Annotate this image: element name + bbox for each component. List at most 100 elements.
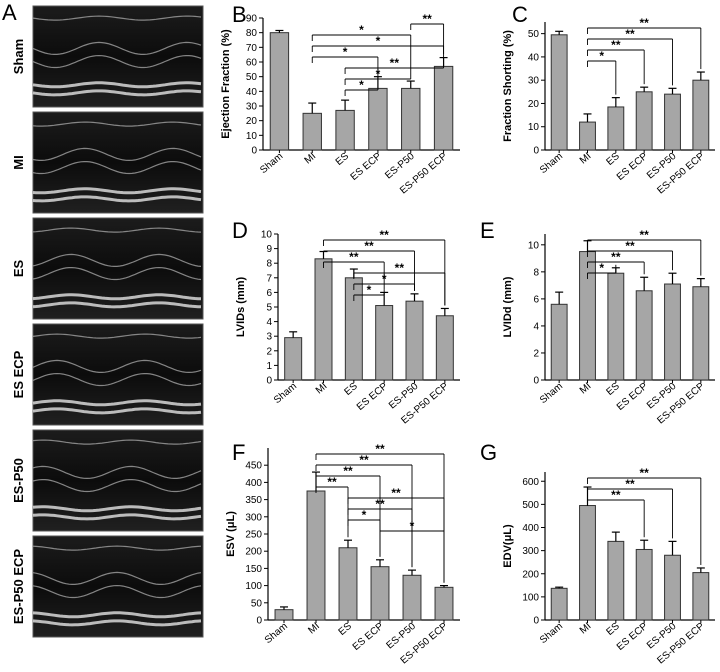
panel-letter: C xyxy=(512,2,528,27)
bar xyxy=(344,277,363,381)
bar xyxy=(692,286,710,381)
y-tick-label: 3 xyxy=(266,332,272,343)
x-tick-label: ES xyxy=(342,381,360,398)
y-tick-label: 9 xyxy=(266,244,272,255)
x-tick-label: ES ECP xyxy=(351,621,386,653)
x-tick-label: MI xyxy=(306,621,322,637)
bar xyxy=(401,87,421,151)
echo-trace xyxy=(32,584,202,599)
bar xyxy=(607,106,625,151)
echo-trace xyxy=(32,147,202,162)
y-tick-label: 300 xyxy=(245,512,262,523)
bar xyxy=(269,32,290,151)
bar xyxy=(306,490,326,621)
echo-trace xyxy=(32,372,202,387)
x-tick-label: Sham xyxy=(263,621,290,646)
x-tick-label: ES ECP xyxy=(615,621,650,653)
significance-label: ** xyxy=(375,497,385,511)
x-tick-label: Sham xyxy=(258,151,285,176)
significance-label: * xyxy=(362,508,367,522)
significance-label: * xyxy=(367,283,372,297)
echo-trace xyxy=(32,571,202,585)
bar xyxy=(607,272,625,381)
x-tick-label: Sham xyxy=(538,151,565,176)
bar xyxy=(664,93,681,151)
echo-trace xyxy=(32,359,202,374)
y-axis-label: LVIDd (mm) xyxy=(502,276,514,337)
echo-panel: ES ECP xyxy=(11,323,204,426)
significance-label: ** xyxy=(639,466,649,480)
echo-trace xyxy=(32,227,202,233)
y-axis-label: Ejection Fraction (%) xyxy=(220,29,232,139)
y-tick-label: 7 xyxy=(266,273,272,284)
significance-label: ** xyxy=(625,477,635,491)
echo-trace xyxy=(32,505,202,513)
echo-trace xyxy=(32,253,202,267)
significance-label: * xyxy=(410,519,415,533)
bar xyxy=(692,572,710,621)
significance-label: ** xyxy=(391,486,401,500)
significance-label: ** xyxy=(639,16,649,30)
echo-row-label: ES ECP xyxy=(11,350,26,398)
bar xyxy=(314,258,333,381)
bar xyxy=(635,548,653,621)
bar xyxy=(550,587,568,621)
bar xyxy=(338,547,358,621)
x-tick-label: MI xyxy=(314,381,330,397)
chart-panel: B 0 10 20 30 40 50 60 70 80 90 Ejection Fraction (%… xyxy=(220,2,460,196)
bar xyxy=(274,609,294,621)
y-tick-label: 1 xyxy=(266,361,272,372)
significance-label: ** xyxy=(327,475,337,489)
y-tick-label: 10 xyxy=(528,240,540,251)
echo-trace xyxy=(32,439,202,445)
echo-row-label: MI xyxy=(11,155,26,169)
significance-label: ** xyxy=(611,38,621,52)
bar xyxy=(635,290,653,381)
y-tick-label: 10 xyxy=(246,131,258,142)
x-tick-label: ES ECP xyxy=(615,151,650,183)
echo-trace xyxy=(32,407,202,415)
y-tick-label: 50 xyxy=(251,598,263,609)
y-tick-label: 40 xyxy=(246,87,258,98)
x-tick-label: ES xyxy=(604,621,622,638)
y-tick-label: 4 xyxy=(266,317,272,328)
y-tick-label: 100 xyxy=(522,592,539,603)
bar xyxy=(664,554,681,621)
y-tick-label: 4 xyxy=(533,321,539,332)
echo-trace xyxy=(32,545,202,551)
echo-trace xyxy=(32,121,202,127)
bar xyxy=(692,79,710,151)
significance-label: ** xyxy=(611,250,621,264)
y-tick-label: 500 xyxy=(522,500,539,511)
y-tick-label: 8 xyxy=(533,267,539,278)
significance-label: * xyxy=(599,261,604,275)
x-tick-label: MI xyxy=(578,381,594,397)
y-tick-label: 6 xyxy=(533,294,539,305)
echo-trace xyxy=(32,619,202,627)
bar xyxy=(579,121,596,151)
significance-label: ** xyxy=(625,239,635,253)
significance-label: ** xyxy=(395,261,405,275)
bar xyxy=(635,91,653,151)
significance-label: ** xyxy=(343,464,353,478)
bar xyxy=(550,303,568,381)
panel-letter: D xyxy=(232,218,248,243)
echo-trace xyxy=(32,54,202,69)
y-tick-label: 400 xyxy=(245,478,262,489)
panel-letter: F xyxy=(232,440,245,465)
y-tick-label: 30 xyxy=(246,102,258,113)
y-tick-label: 400 xyxy=(522,523,539,534)
y-tick-label: 10 xyxy=(528,122,540,133)
echo-panel: MI xyxy=(11,111,204,214)
y-tick-label: 600 xyxy=(522,477,539,488)
y-tick-label: 2 xyxy=(533,348,539,359)
echo-trace xyxy=(32,195,202,203)
bar xyxy=(435,315,454,381)
y-tick-label: 80 xyxy=(246,28,258,39)
y-tick-label: 250 xyxy=(245,530,262,541)
y-tick-label: 150 xyxy=(245,564,262,575)
echo-trace xyxy=(32,81,202,89)
